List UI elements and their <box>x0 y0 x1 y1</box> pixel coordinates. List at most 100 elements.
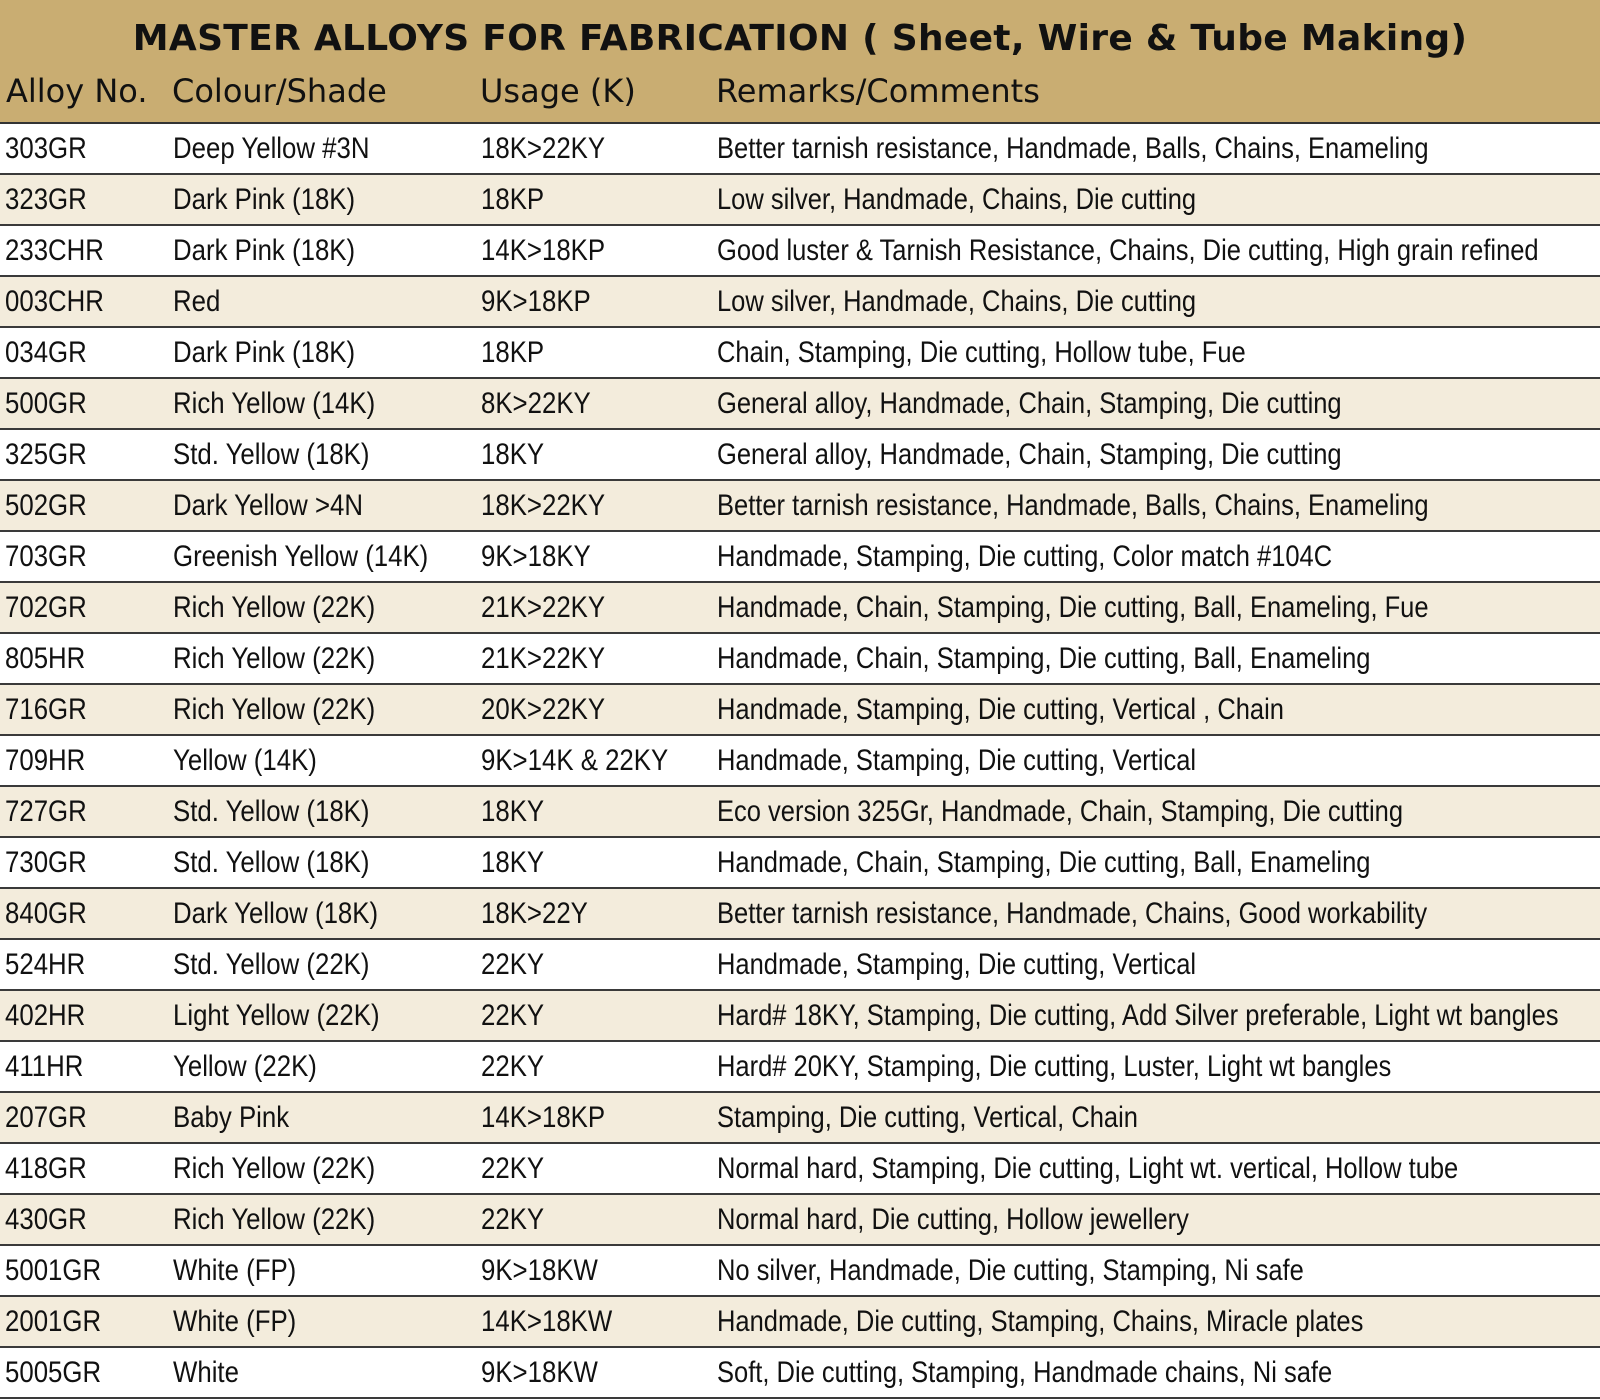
alloy-number-cell: 703GR <box>5 540 87 573</box>
colour-shade-cell: Rich Yellow (14K) <box>173 387 376 420</box>
remarks-cell: Stamping, Die cutting, Vertical, Chain <box>717 1101 1138 1134</box>
table-row: 502GR Dark Yellow >4N 18K>22KY Better tarni… <box>0 481 1600 532</box>
alloy-number-cell: 716GR <box>5 693 87 726</box>
usage-cell: 9K>14K & 22KY <box>481 744 669 777</box>
usage-cell: 18KY <box>481 795 545 828</box>
table-title: MASTER ALLOYS FOR FABRICATION ( Sheet, W… <box>132 18 1468 59</box>
remarks-cell: Handmade, Chain, Stamping, Die cutting, … <box>717 846 1371 879</box>
table-row: 207GR Baby Pink 14K>18KP Stamping, Die cutt… <box>0 1093 1600 1144</box>
usage-cell: 8K>22KY <box>481 387 591 420</box>
remarks-cell: Handmade, Stamping, Die cutting, Color m… <box>717 540 1333 573</box>
usage-cell: 20K>22KY <box>481 693 606 726</box>
colour-shade-cell: Greenish Yellow (14K) <box>173 540 429 573</box>
column-header-remarks: Remarks/Comments <box>716 72 1040 110</box>
usage-cell: 21K>22KY <box>481 642 606 675</box>
usage-cell: 18KP <box>481 336 545 369</box>
usage-cell: 14K>18KP <box>481 1101 606 1134</box>
usage-cell: 9K>18KW <box>481 1254 598 1287</box>
colour-shade-cell: White (FP) <box>173 1305 297 1338</box>
remarks-cell: General alloy, Handmade, Chain, Stamping… <box>717 387 1342 420</box>
usage-cell: 18K>22KY <box>481 489 606 522</box>
table-row: 303GR Deep Yellow #3N 18K>22KY Better tarni… <box>0 124 1600 175</box>
usage-cell: 22KY <box>481 1152 545 1185</box>
alloy-number-cell: 430GR <box>5 1203 87 1236</box>
remarks-cell: Good luster & Tarnish Resistance, Chains… <box>717 234 1539 267</box>
colour-shade-cell: Rich Yellow (22K) <box>173 693 376 726</box>
remarks-cell: Better tarnish resistance, Handmade, Cha… <box>717 897 1428 930</box>
colour-shade-cell: Yellow (14K) <box>173 744 317 777</box>
colour-shade-cell: Dark Pink (18K) <box>173 336 356 369</box>
remarks-cell: Better tarnish resistance, Handmade, Bal… <box>717 489 1429 522</box>
colour-shade-cell: Rich Yellow (22K) <box>173 1203 376 1236</box>
table-row: 233CHR Dark Pink (18K) 14K>18KP Good luster… <box>0 226 1600 277</box>
remarks-cell: Hard# 20KY, Stamping, Die cutting, Luste… <box>717 1050 1392 1083</box>
alloy-number-cell: 524HR <box>5 948 86 981</box>
remarks-cell: Hard# 18KY, Stamping, Die cutting, Add S… <box>717 999 1559 1032</box>
table-row: 730GR Std. Yellow (18K) 18KY Handmade, Chai… <box>0 838 1600 889</box>
table-row: 5001GR White (FP) 9K>18KW No silver, Handma… <box>0 1246 1600 1297</box>
alloy-number-cell: 2001GR <box>5 1305 102 1338</box>
remarks-cell: General alloy, Handmade, Chain, Stamping… <box>717 438 1342 471</box>
alloy-number-cell: 5005GR <box>5 1356 102 1389</box>
table-row: 430GR Rich Yellow (22K) 22KY Normal hard, D… <box>0 1195 1600 1246</box>
table-row: 840GR Dark Yellow (18K) 18K>22Y Better tarn… <box>0 889 1600 940</box>
table-row: 703GR Greenish Yellow (14K) 9K>18KY Handmad… <box>0 532 1600 583</box>
table-header: MASTER ALLOYS FOR FABRICATION ( Sheet, W… <box>0 0 1600 124</box>
colour-shade-cell: Red <box>173 285 221 318</box>
colour-shade-cell: Deep Yellow #3N <box>173 132 370 165</box>
usage-cell: 14K>18KP <box>481 234 606 267</box>
usage-cell: 18KP <box>481 183 545 216</box>
table-row: 524HR Std. Yellow (22K) 22KY Handmade, Stam… <box>0 940 1600 991</box>
table-row: 411HR Yellow (22K) 22KY Hard# 20KY, Stampi… <box>0 1042 1600 1093</box>
remarks-cell: Normal hard, Die cutting, Hollow jewelle… <box>717 1203 1189 1236</box>
colour-shade-cell: Std. Yellow (18K) <box>173 438 370 471</box>
alloy-number-cell: 303GR <box>5 132 87 165</box>
usage-cell: 18KY <box>481 846 545 879</box>
table-row: 702GR Rich Yellow (22K) 21K>22KY Handmade, … <box>0 583 1600 634</box>
table-row: 805HR Rich Yellow (22K) 21K>22KY Handmade, … <box>0 634 1600 685</box>
usage-cell: 22KY <box>481 999 545 1032</box>
usage-cell: 9K>18KP <box>481 285 591 318</box>
alloy-number-cell: 323GR <box>5 183 87 216</box>
colour-shade-cell: Rich Yellow (22K) <box>173 1152 376 1185</box>
remarks-cell: Better tarnish resistance, Handmade, Bal… <box>717 132 1429 165</box>
colour-shade-cell: Std. Yellow (18K) <box>173 846 370 879</box>
usage-cell: 9K>18KW <box>481 1356 598 1389</box>
remarks-cell: No silver, Handmade, Die cutting, Stampi… <box>717 1254 1304 1287</box>
colour-shade-cell: Dark Yellow (18K) <box>173 897 379 930</box>
table-row: 325GR Std. Yellow (18K) 18KY General alloy,… <box>0 430 1600 481</box>
remarks-cell: Handmade, Die cutting, Stamping, Chains,… <box>717 1305 1364 1338</box>
colour-shade-cell: Dark Yellow >4N <box>173 489 364 522</box>
colour-shade-cell: Yellow (22K) <box>173 1050 317 1083</box>
alloy-number-cell: 5001GR <box>5 1254 102 1287</box>
remarks-cell: Chain, Stamping, Die cutting, Hollow tub… <box>717 336 1246 369</box>
remarks-cell: Eco version 325Gr, Handmade, Chain, Stam… <box>717 795 1404 828</box>
table-row: 2001GR White (FP) 14K>18KW Handmade, Die cu… <box>0 1297 1600 1348</box>
alloy-number-cell: 840GR <box>5 897 87 930</box>
table-body: 303GR Deep Yellow #3N 18K>22KY Better tarni… <box>0 124 1600 1399</box>
alloy-number-cell: 034GR <box>5 336 87 369</box>
alloy-number-cell: 233CHR <box>5 234 104 267</box>
alloy-number-cell: 402HR <box>5 999 86 1032</box>
alloy-number-cell: 730GR <box>5 846 87 879</box>
table-row: 323GR Dark Pink (18K) 18KP Low silver, Hand… <box>0 175 1600 226</box>
table-row: 418GR Rich Yellow (22K) 22KY Normal hard, S… <box>0 1144 1600 1195</box>
colour-shade-cell: Baby Pink <box>173 1101 290 1134</box>
alloy-number-cell: 727GR <box>5 795 87 828</box>
colour-shade-cell: Dark Pink (18K) <box>173 234 356 267</box>
table-row: 5005GR White 9K>18KW Soft, Die cutting, Sta… <box>0 1348 1600 1399</box>
column-header-colour-shade: Colour/Shade <box>172 72 387 110</box>
alloy-number-cell: 207GR <box>5 1101 87 1134</box>
remarks-cell: Handmade, Chain, Stamping, Die cutting, … <box>717 591 1429 624</box>
usage-cell: 21K>22KY <box>481 591 606 624</box>
remarks-cell: Low silver, Handmade, Chains, Die cuttin… <box>717 285 1197 318</box>
colour-shade-cell: Std. Yellow (22K) <box>173 948 370 981</box>
usage-cell: 22KY <box>481 1203 545 1236</box>
usage-cell: 22KY <box>481 1050 545 1083</box>
alloy-number-cell: 502GR <box>5 489 87 522</box>
table-row: 727GR Std. Yellow (18K) 18KY Eco version 32… <box>0 787 1600 838</box>
remarks-cell: Low silver, Handmade, Chains, Die cuttin… <box>717 183 1197 216</box>
colour-shade-cell: Std. Yellow (18K) <box>173 795 370 828</box>
alloy-number-cell: 500GR <box>5 387 87 420</box>
